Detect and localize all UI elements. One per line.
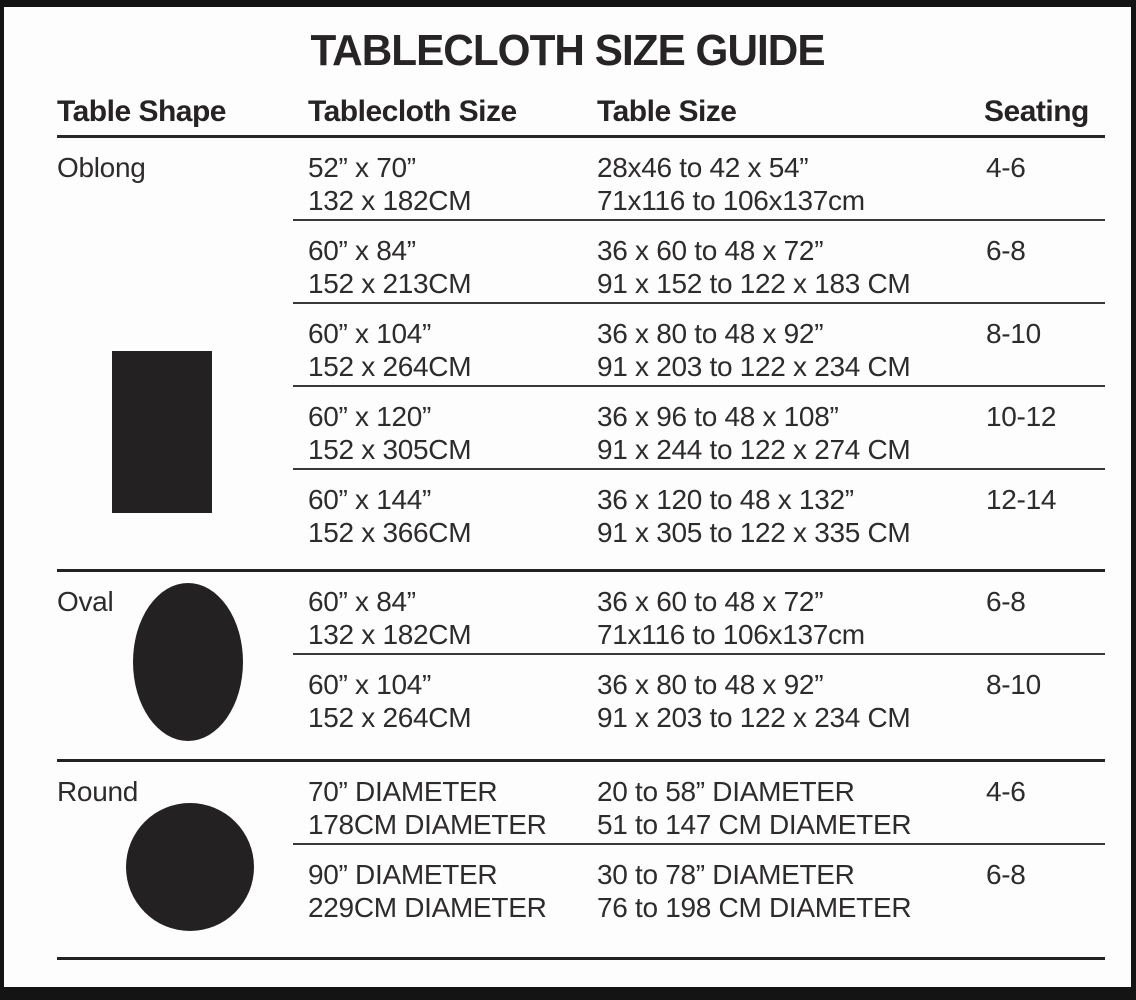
table-size-cm: 91 x 203 to 122 x 234 CM <box>597 702 911 733</box>
table-row-round-1: Round 70” DIAMETER 178CM DIAMETER 20 to … <box>57 762 1105 843</box>
row-divider <box>293 843 1105 845</box>
tablecloth-size-cm: 152 x 264CM <box>308 351 472 382</box>
seating-value: 6-8 <box>986 586 1026 617</box>
seating-value: 4-6 <box>986 776 1026 807</box>
column-header-table-size: Table Size <box>597 95 737 128</box>
row-divider <box>293 219 1105 221</box>
table-header-row: Table Shape Tablecloth Size Table Size S… <box>57 95 1105 138</box>
table-size-inches: 28x46 to 42 x 54” <box>597 152 809 183</box>
table-size-inches: 36 x 80 to 48 x 92” <box>597 669 824 700</box>
oblong-rectangle-icon <box>112 351 212 513</box>
tablecloth-size-inches: 60” x 104” <box>308 318 432 349</box>
size-guide-table: Table Shape Tablecloth Size Table Size S… <box>57 95 1105 960</box>
table-row-oblong-5: 60” x 144” 152 x 366CM 36 x 120 to 48 x … <box>57 470 1105 569</box>
page-title: TABLECLOTH SIZE GUIDE <box>310 26 825 75</box>
tablecloth-size-cm: 152 x 305CM <box>308 434 472 465</box>
row-divider <box>293 468 1105 470</box>
table-row-round-2: 90” DIAMETER 229CM DIAMETER 30 to 78” DI… <box>57 845 1105 957</box>
row-divider <box>293 385 1105 387</box>
tablecloth-size-inches: 70” DIAMETER <box>308 776 498 807</box>
shape-label-round: Round <box>57 776 139 807</box>
seating-value: 6-8 <box>986 859 1026 890</box>
bottom-divider <box>57 957 1105 960</box>
table-size-cm: 91 x 203 to 122 x 234 CM <box>597 351 911 382</box>
tablecloth-size-cm: 132 x 182CM <box>308 619 472 650</box>
table-size-inches: 36 x 60 to 48 x 72” <box>597 235 824 266</box>
table-size-cell: 36 x 96 to 48 x 108” 91 x 244 to 122 x 2… <box>597 400 984 468</box>
table-row-oblong-3: 60” x 104” 152 x 264CM 36 x 80 to 48 x 9… <box>57 304 1105 385</box>
tablecloth-size-inches: 52” x 70” <box>308 152 416 183</box>
tablecloth-size-inches: 60” x 84” <box>308 235 416 266</box>
table-size-cm: 91 x 244 to 122 x 274 CM <box>597 434 911 465</box>
table-size-inches: 36 x 120 to 48 x 132” <box>597 484 854 515</box>
table-row-oblong-1: Oblong 52” x 70” 132 x 182CM 28x46 to 42… <box>57 138 1105 219</box>
table-row-oval-2: 60” x 104” 152 x 264CM 36 x 80 to 48 x 9… <box>57 655 1105 759</box>
tablecloth-size-cell: 60” x 144” 152 x 366CM <box>308 483 597 569</box>
table-row-oblong-4: 60” x 120” 152 x 305CM 36 x 96 to 48 x 1… <box>57 387 1105 468</box>
column-header-tablecloth-size: Tablecloth Size <box>308 95 517 128</box>
row-divider <box>293 302 1105 304</box>
tablecloth-size-cell: 70” DIAMETER 178CM DIAMETER <box>308 775 597 843</box>
table-size-cm: 71x116 to 106x137cm <box>597 185 865 216</box>
shape-label-oval: Oval <box>57 586 114 617</box>
seating-value: 4-6 <box>986 152 1026 183</box>
tablecloth-size-inches: 60” x 84” <box>308 586 416 617</box>
tablecloth-size-inches: 60” x 104” <box>308 669 432 700</box>
tablecloth-size-cm: 132 x 182CM <box>308 185 472 216</box>
seating-value: 6-8 <box>986 235 1026 266</box>
table-size-cell: 36 x 80 to 48 x 92” 91 x 203 to 122 x 23… <box>597 668 984 759</box>
tablecloth-size-cm: 152 x 264CM <box>308 702 472 733</box>
oval-ellipse-icon <box>133 583 243 741</box>
column-header-seating: Seating <box>984 95 1089 128</box>
tablecloth-size-cm: 152 x 366CM <box>308 517 472 548</box>
table-size-cell: 36 x 60 to 48 x 72” 91 x 152 to 122 x 18… <box>597 234 984 302</box>
table-row-oval-1: Oval 60” x 84” 132 x 182CM 36 x 60 to 48… <box>57 572 1105 653</box>
seating-value: 10-12 <box>986 401 1057 432</box>
tablecloth-size-inches: 90” DIAMETER <box>308 859 498 890</box>
tablecloth-size-cell: 60” x 84” 132 x 182CM <box>308 585 597 653</box>
table-size-cm: 91 x 305 to 122 x 335 CM <box>597 517 911 548</box>
section-divider <box>57 759 1105 762</box>
table-size-inches: 20 to 58” DIAMETER <box>597 776 855 807</box>
tablecloth-size-cm: 152 x 213CM <box>308 268 472 299</box>
table-size-inches: 36 x 96 to 48 x 108” <box>597 401 839 432</box>
table-size-cell: 36 x 80 to 48 x 92” 91 x 203 to 122 x 23… <box>597 317 984 385</box>
tablecloth-size-cell: 90” DIAMETER 229CM DIAMETER <box>308 858 597 957</box>
table-row-oblong-2: 60” x 84” 152 x 213CM 36 x 60 to 48 x 72… <box>57 221 1105 302</box>
tablecloth-size-cm: 229CM DIAMETER <box>308 892 547 923</box>
shape-label-oblong: Oblong <box>57 152 146 183</box>
tablecloth-size-cm: 178CM DIAMETER <box>308 809 547 840</box>
table-size-cell: 20 to 58” DIAMETER 51 to 147 CM DIAMETER <box>597 775 984 843</box>
table-size-cell: 28x46 to 42 x 54” 71x116 to 106x137cm <box>597 151 984 219</box>
row-divider <box>293 653 1105 655</box>
tablecloth-size-inches: 60” x 120” <box>308 401 432 432</box>
tablecloth-size-cell: 52” x 70” 132 x 182CM <box>308 151 597 219</box>
seating-value: 8-10 <box>986 318 1041 349</box>
tablecloth-size-cell: 60” x 84” 152 x 213CM <box>308 234 597 302</box>
table-size-inches: 36 x 80 to 48 x 92” <box>597 318 824 349</box>
table-size-inches: 36 x 60 to 48 x 72” <box>597 586 824 617</box>
section-divider <box>57 569 1105 572</box>
table-size-cm: 51 to 147 CM DIAMETER <box>597 809 912 840</box>
column-header-table-shape: Table Shape <box>57 95 227 128</box>
seating-value: 8-10 <box>986 669 1041 700</box>
tablecloth-size-cell: 60” x 120” 152 x 305CM <box>308 400 597 468</box>
tablecloth-size-inches: 60” x 144” <box>308 484 432 515</box>
tablecloth-size-cell: 60” x 104” 152 x 264CM <box>308 317 597 385</box>
table-size-cell: 36 x 60 to 48 x 72” 71x116 to 106x137cm <box>597 585 984 653</box>
seating-value: 12-14 <box>986 484 1057 515</box>
round-circle-icon <box>126 803 254 931</box>
table-size-cm: 91 x 152 to 122 x 183 CM <box>597 268 911 299</box>
table-size-inches: 30 to 78” DIAMETER <box>597 859 855 890</box>
table-size-cell: 30 to 78” DIAMETER 76 to 198 CM DIAMETER <box>597 858 984 957</box>
table-size-cm: 71x116 to 106x137cm <box>597 619 865 650</box>
table-size-cell: 36 x 120 to 48 x 132” 91 x 305 to 122 x … <box>597 483 984 569</box>
tablecloth-size-cell: 60” x 104” 152 x 264CM <box>308 668 597 759</box>
table-size-cm: 76 to 198 CM DIAMETER <box>597 892 912 923</box>
